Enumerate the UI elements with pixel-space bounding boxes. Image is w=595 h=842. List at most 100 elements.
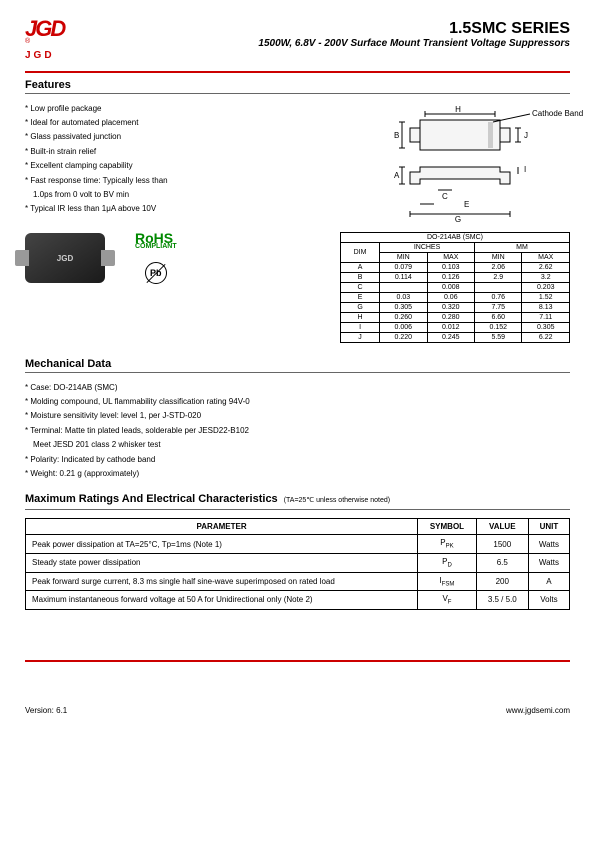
mech-item: Polarity: Indicated by cathode band [25,453,570,467]
dim-cell: 3.2 [522,272,570,282]
mech-item: Weight: 0.21 g (approximately) [25,467,570,481]
mechanical-heading: Mechanical Data [25,358,570,370]
feature-item: 1.0ps from 0 volt to BV min [25,188,360,202]
feature-item: Low profile package [25,102,360,116]
ratings-table: PARAMETERSYMBOLVALUEUNIT Peak power diss… [25,518,570,609]
dim-cell: C [341,282,380,292]
dim-cell [380,282,427,292]
footer-url: www.jgdsemi.com [506,706,570,715]
features-row: Low profile packageIdeal for automated p… [25,102,570,222]
dim-h: DIM [341,242,380,262]
dim-subhead: MAX [427,252,474,262]
dim-cell [475,282,522,292]
dim-cell: G [341,302,380,312]
dim-cell: 0.305 [380,302,427,312]
value-cell: 1500 [476,535,528,554]
dim-cell: 0.008 [427,282,474,292]
ratings-header: SYMBOL [418,519,477,535]
unit-cell: A [528,572,569,591]
param-cell: Maximum instantaneous forward voltage at… [26,591,418,610]
dim-cell: H [341,312,380,322]
svg-text:I: I [524,165,526,174]
ratings-header: UNIT [528,519,569,535]
dim-cell: 1.52 [522,292,570,302]
feature-item: Built-in strain relief [25,145,360,159]
svg-text:A: A [394,171,400,180]
svg-text:C: C [442,192,448,201]
version: Version: 6.1 [25,706,67,715]
logo-text: JGD [25,50,80,61]
dim-cell: 0.114 [380,272,427,282]
mech-item: Moisture sensitivity level: level 1, per… [25,409,570,423]
dim-cell: 2.06 [475,262,522,272]
pb-free-icon: Pb [145,262,167,284]
ratings-heading: Maximum Ratings And Electrical Character… [25,493,278,505]
dim-title: DO-214AB (SMC) [341,232,570,242]
dim-cell: 2.62 [522,262,570,272]
param-cell: Steady state power dissipation [26,553,418,572]
symbol-cell: PD [418,553,477,572]
unit-cell: Watts [528,553,569,572]
value-cell: 3.5 / 5.0 [476,591,528,610]
chip-label: JGD [57,254,73,263]
svg-text:Cathode Band: Cathode Band [532,109,583,118]
header: JGD ® JGD 1.5SMC SERIES 1500W, 6.8V - 20… [25,20,570,61]
ratings-header: VALUE [476,519,528,535]
footer: Version: 6.1 www.jgdsemi.com [25,702,570,715]
dim-cell: 0.76 [475,292,522,302]
dim-cell: 0.103 [427,262,474,272]
dim-cell: 5.59 [475,332,522,342]
dim-cell: J [341,332,380,342]
dim-cell: B [341,272,380,282]
red-rule [25,71,570,73]
mechanical-list: Case: DO-214AB (SMC)Molding compound, UL… [25,381,570,482]
dim-cell: 0.305 [522,322,570,332]
package-drawing: Cathode Band H B J A I C E G [380,102,570,222]
ratings-note: (TA=25℃ unless otherwise noted) [284,496,390,504]
dim-cell: 0.079 [380,262,427,272]
unit-cell: Watts [528,535,569,554]
title-main: 1.5SMC SERIES [95,20,570,38]
dim-cell: 7.75 [475,302,522,312]
logo-reg: ® [25,38,30,45]
divider [25,93,570,94]
dim-cell: 0.126 [427,272,474,282]
chip-badges: JGD RoHS COMPLIANT Pb [25,232,320,285]
value-cell: 6.5 [476,553,528,572]
dim-cell: 0.06 [427,292,474,302]
dim-cell: 0.320 [427,302,474,312]
feature-item: Glass passivated junction [25,130,360,144]
svg-text:E: E [464,200,469,209]
symbol-cell: VF [418,591,477,610]
ratings-header: PARAMETER [26,519,418,535]
dim-cell: 6.22 [522,332,570,342]
svg-text:H: H [455,105,461,114]
dim-cell: 0.03 [380,292,427,302]
badges: RoHS COMPLIANT Pb [135,232,177,285]
features-heading: Features [25,79,570,91]
dim-cell: 7.11 [522,312,570,322]
logo-mark: JGD [25,20,80,38]
logo: JGD ® JGD [25,20,80,61]
rohs-badge: RoHS COMPLIANT [135,232,177,251]
dim-cell: 0.220 [380,332,427,342]
red-rule [25,660,570,662]
chip-image: JGD [25,233,105,283]
feature-item: Typical IR less than 1μA above 10V [25,202,360,216]
dim-cell: A [341,262,380,272]
feature-item: Excellent clamping capability [25,159,360,173]
mech-item: Molding compound, UL flammability classi… [25,395,570,409]
title-block: 1.5SMC SERIES 1500W, 6.8V - 200V Surface… [95,20,570,49]
mech-item: Terminal: Matte tin plated leads, solder… [25,424,570,438]
symbol-cell: PPK [418,535,477,554]
dim-cell: 6.60 [475,312,522,322]
divider [25,509,570,510]
dim-cell: 0.260 [380,312,427,322]
value-cell: 200 [476,572,528,591]
mech-item: Meet JESD 201 class 2 whisker test [25,438,570,452]
dimensions-table: DO-214AB (SMC) DIM INCHES MM MINMAXMINMA… [340,232,570,343]
feature-item: Ideal for automated placement [25,116,360,130]
svg-text:G: G [455,215,461,224]
features-list: Low profile packageIdeal for automated p… [25,102,360,222]
dim-subhead: MAX [522,252,570,262]
